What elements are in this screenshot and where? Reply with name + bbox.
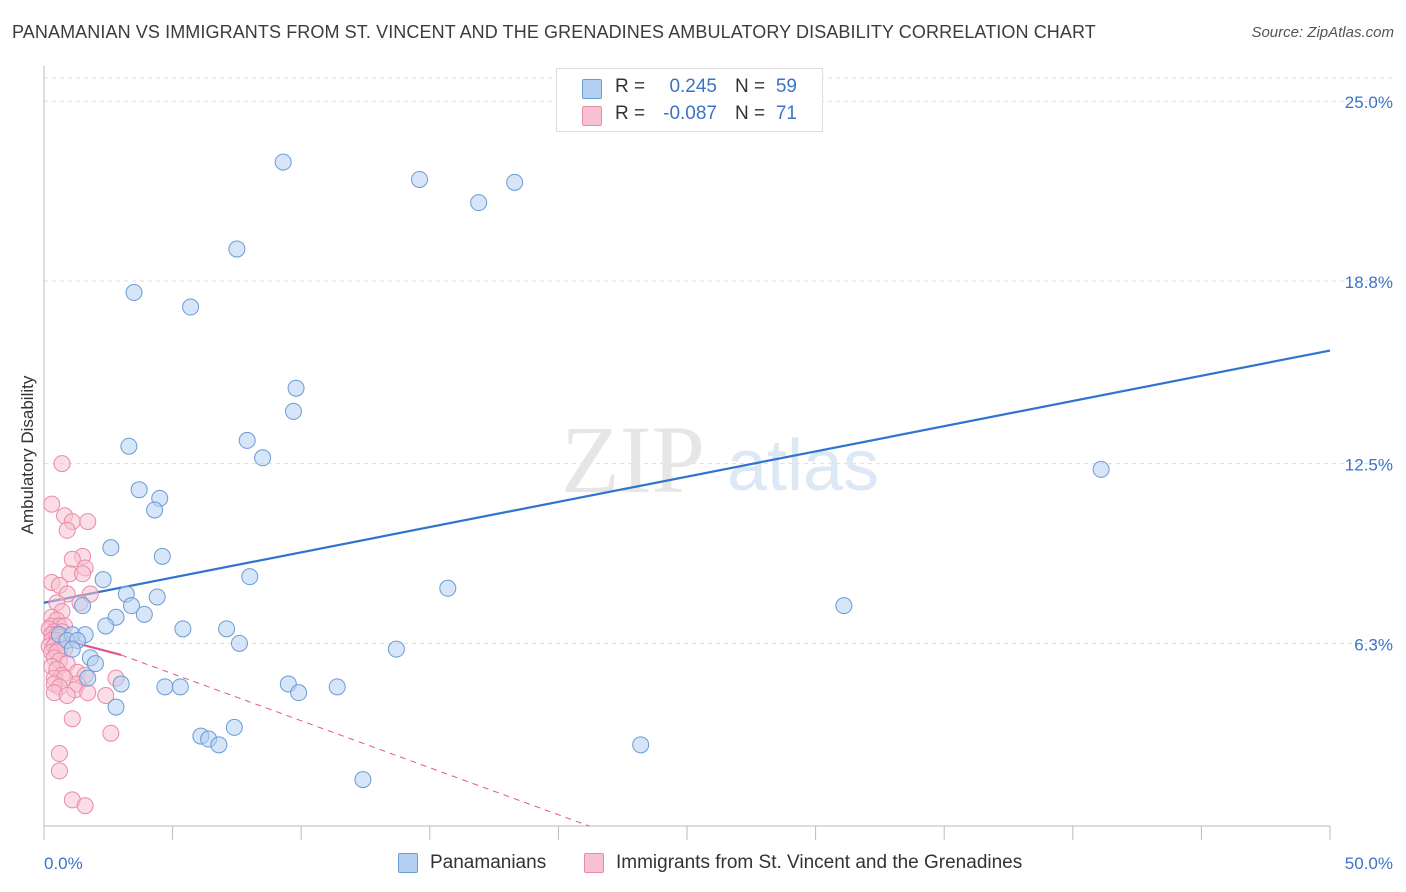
- point-immigrants: [79, 684, 97, 702]
- point-panamanians: [156, 678, 174, 696]
- point-panamanians: [439, 579, 457, 597]
- bottom-legend: Panamanians Immigrants from St. Vincent …: [0, 852, 1406, 878]
- point-panamanians: [107, 698, 125, 716]
- trendline-immigrants: [120, 654, 590, 827]
- watermark: ZIP atlas: [561, 406, 879, 513]
- point-panamanians: [411, 170, 429, 188]
- point-panamanians: [274, 153, 292, 171]
- source-label: Source: ZipAtlas.com: [1251, 24, 1394, 41]
- point-immigrants: [50, 745, 68, 763]
- legend-swatch-blue: [582, 79, 602, 99]
- legend-r-value: -0.087: [663, 103, 717, 124]
- point-immigrants: [63, 710, 81, 728]
- point-panamanians: [146, 501, 164, 519]
- y-tick-label: 6.3%: [1354, 635, 1393, 654]
- point-immigrants: [50, 762, 68, 780]
- point-panamanians: [228, 240, 246, 258]
- bottom-legend-label: Panamanians: [430, 852, 547, 873]
- legend-r-value: 0.245: [669, 76, 717, 97]
- watermark-atlas: atlas: [727, 426, 879, 506]
- y-tick-label: 12.5%: [1345, 456, 1393, 475]
- x-tick-label: 0.0%: [44, 854, 83, 873]
- point-panamanians: [1092, 460, 1110, 478]
- point-panamanians: [290, 684, 308, 702]
- point-panamanians: [470, 194, 488, 212]
- point-panamanians: [218, 620, 236, 638]
- legend-n-value: 71: [775, 103, 797, 124]
- point-panamanians: [354, 771, 372, 789]
- bottom-legend-label: Immigrants from St. Vincent and the Gren…: [616, 852, 1023, 873]
- point-immigrants: [58, 521, 76, 539]
- axes: [43, 66, 1331, 840]
- legend-swatch-pink: [584, 853, 604, 873]
- point-immigrants: [74, 565, 92, 583]
- point-panamanians: [122, 597, 140, 615]
- point-panamanians: [74, 597, 92, 615]
- y-tick-label: 18.8%: [1345, 273, 1393, 292]
- point-panamanians: [506, 173, 524, 191]
- point-immigrants: [58, 687, 76, 705]
- y-tick-label: 25.0%: [1345, 93, 1393, 112]
- point-immigrants: [97, 687, 115, 705]
- legend-swatch-blue: [398, 853, 418, 873]
- point-panamanians: [86, 655, 104, 673]
- legend-row-panamanians: R = 0.245 N = 59: [557, 74, 822, 100]
- point-panamanians: [112, 675, 130, 693]
- point-panamanians: [835, 597, 853, 615]
- point-panamanians: [225, 718, 243, 736]
- point-immigrants: [76, 797, 94, 815]
- point-panamanians: [328, 678, 346, 696]
- point-panamanians: [182, 298, 200, 316]
- point-panamanians: [210, 736, 228, 754]
- point-panamanians: [387, 640, 405, 658]
- watermark-zip: ZIP: [561, 406, 705, 513]
- legend-r-label: R =: [615, 103, 646, 124]
- tick-labels: 6.3% 12.5% 18.8% 25.0% 0.0% 50.0%: [44, 93, 1393, 873]
- point-panamanians: [79, 669, 97, 687]
- point-panamanians: [63, 640, 81, 658]
- legend-swatch-pink: [582, 106, 602, 126]
- legend-n-label: N =: [735, 76, 766, 97]
- data-points: [40, 153, 1110, 815]
- point-immigrants: [102, 724, 120, 742]
- point-panamanians: [284, 402, 302, 420]
- grid-lines: [44, 77, 1394, 644]
- trendline-panamanians: [43, 349, 1331, 604]
- point-panamanians: [254, 449, 272, 467]
- legend-n-label: N =: [735, 103, 766, 124]
- legend-r-label: R =: [615, 76, 646, 97]
- point-panamanians: [120, 437, 138, 455]
- point-panamanians: [238, 431, 256, 449]
- legend-n-value: 59: [775, 76, 797, 97]
- y-axis-label: Ambulatory Disability: [18, 375, 37, 535]
- point-panamanians: [230, 634, 248, 652]
- point-immigrants: [53, 455, 71, 473]
- point-panamanians: [135, 605, 153, 623]
- point-panamanians: [153, 547, 171, 565]
- point-panamanians: [171, 678, 189, 696]
- point-panamanians: [125, 284, 143, 302]
- chart-title: PANAMANIAN VS IMMIGRANTS FROM ST. VINCEN…: [12, 22, 1096, 42]
- point-panamanians: [632, 736, 650, 754]
- legend: R = 0.245 N = 59 R = -0.087 N = 71: [556, 68, 823, 132]
- point-panamanians: [287, 379, 305, 397]
- point-panamanians: [130, 481, 148, 499]
- x-tick-label: 50.0%: [1345, 854, 1393, 873]
- legend-row-immigrants: R = -0.087 N = 71: [557, 101, 822, 127]
- point-panamanians: [94, 571, 112, 589]
- point-immigrants: [43, 495, 61, 513]
- point-panamanians: [174, 620, 192, 638]
- point-immigrants: [79, 513, 97, 531]
- point-panamanians: [102, 539, 120, 557]
- point-panamanians: [97, 617, 115, 635]
- point-panamanians: [241, 568, 259, 586]
- point-panamanians: [148, 588, 166, 606]
